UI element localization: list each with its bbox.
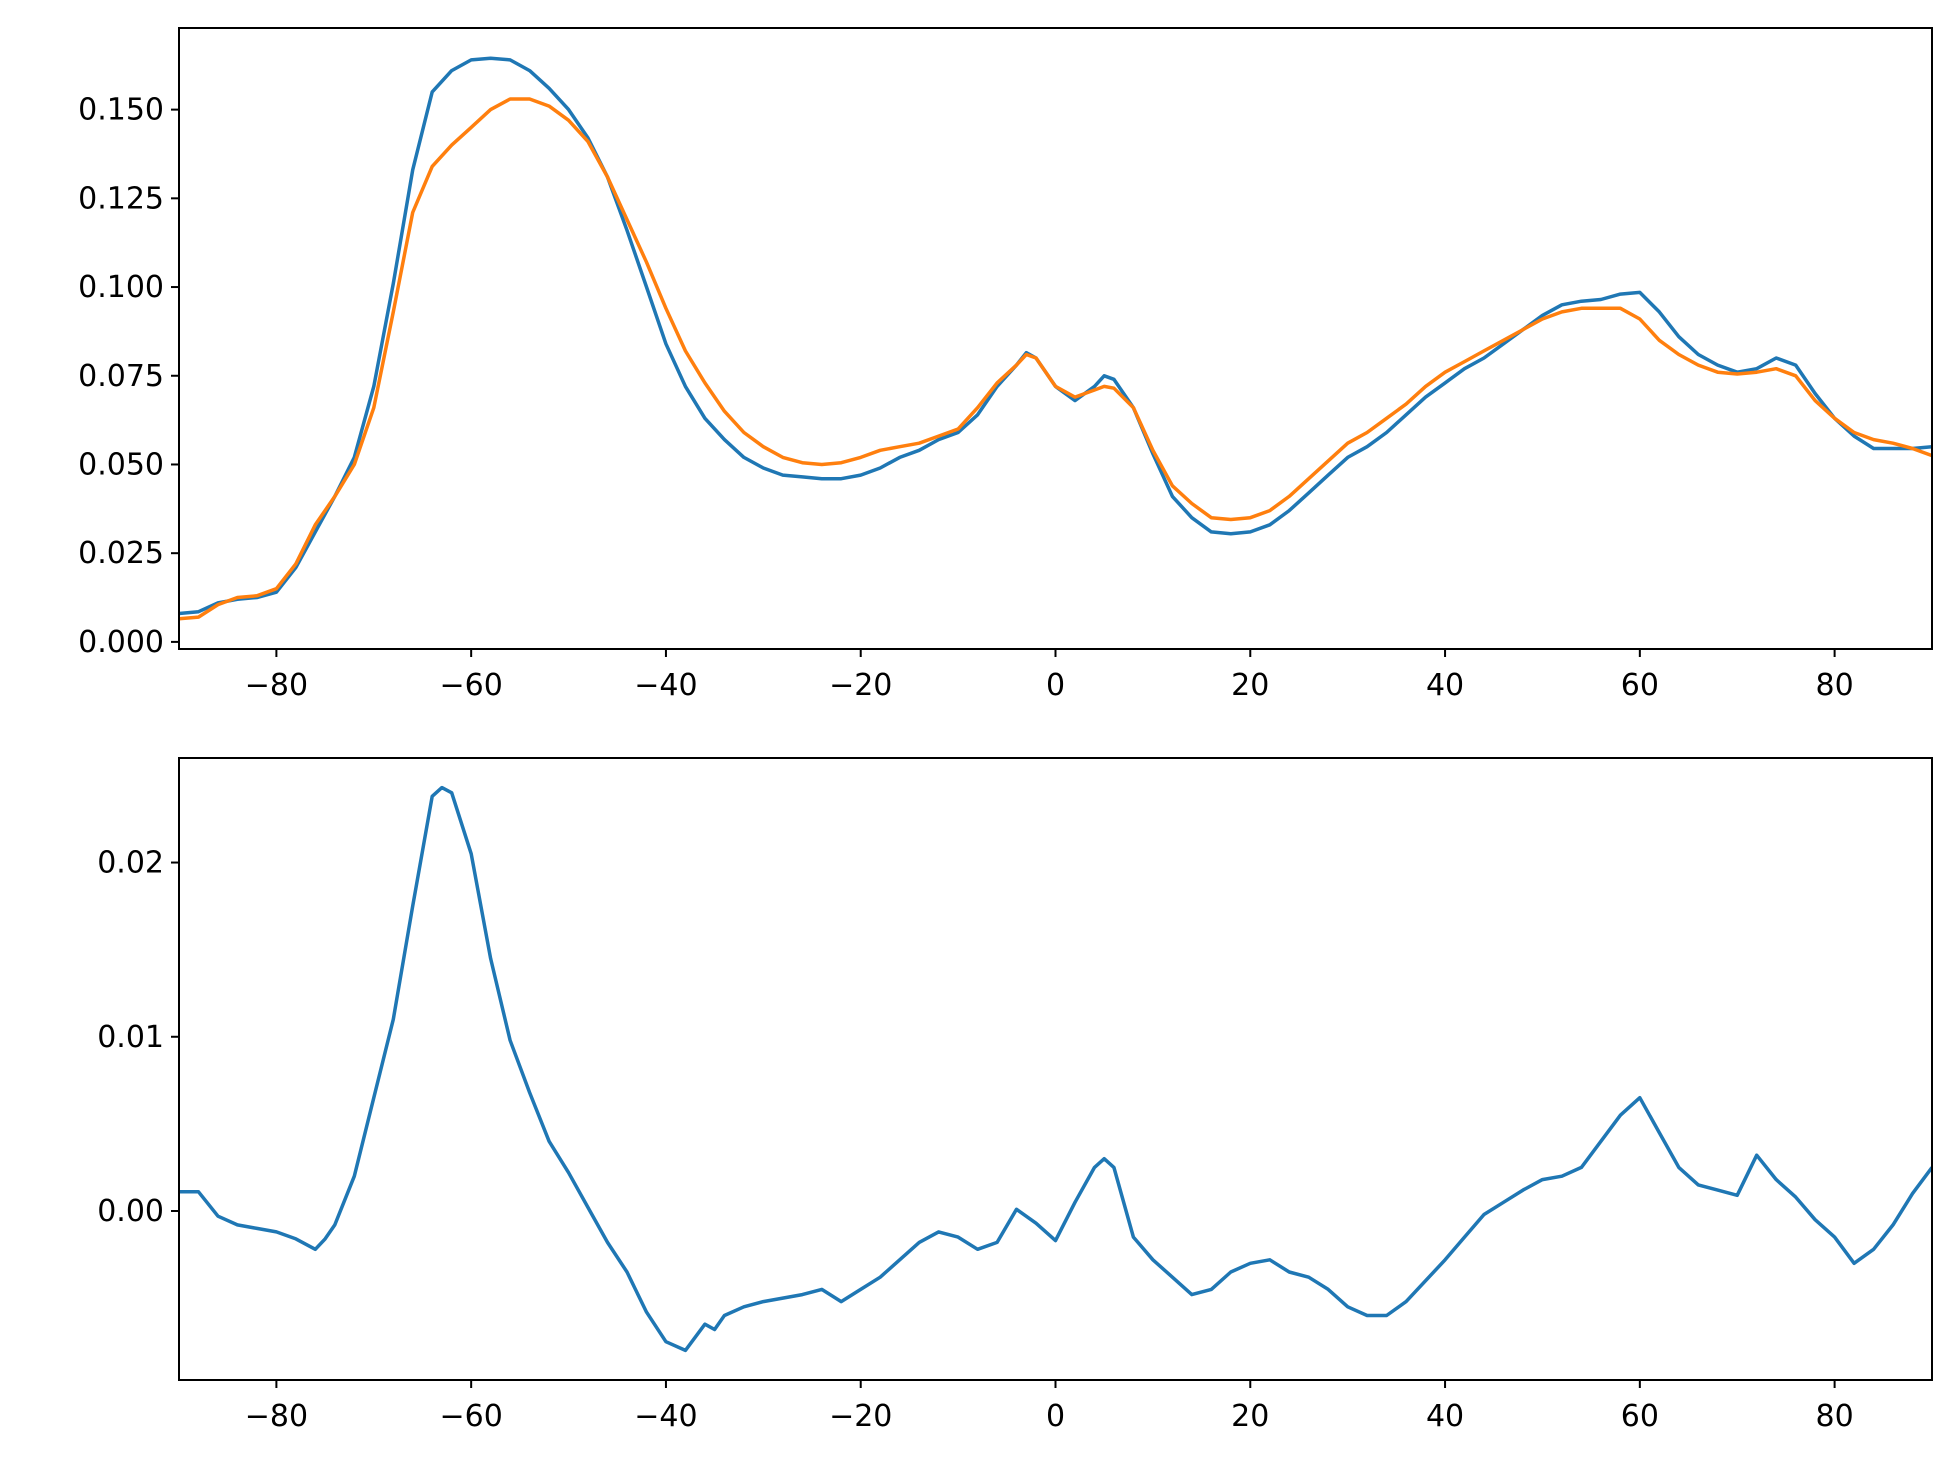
top-x-tick-label: −60 bbox=[440, 668, 503, 703]
bottom-x-tick-label: 40 bbox=[1426, 1399, 1464, 1434]
top-x-tick-label: −20 bbox=[829, 668, 892, 703]
top-series-2-line bbox=[179, 97, 1932, 621]
top-y-tick-label: 0.000 bbox=[78, 625, 164, 660]
top-x-tick-label: 40 bbox=[1426, 668, 1464, 703]
top-axes: −80 −60 −40 −20 0 20 40 60 80 0.0000.0250.0500.0… bbox=[78, 27, 1933, 703]
top-x-tick-label: 20 bbox=[1231, 668, 1269, 703]
top-series-group bbox=[179, 56, 1932, 621]
top-x-tick-label: −40 bbox=[634, 668, 697, 703]
top-y-ticks: 0.000 0.025 0.050 0.075 0.100 0.125 0.150 bbox=[78, 93, 179, 660]
bottom-x-tick-label: −40 bbox=[634, 1399, 697, 1434]
top-x-tick-label: −80 bbox=[245, 668, 308, 703]
top-y-tick-label: 0.100 bbox=[78, 270, 164, 305]
top-y-tick-label: 0.075 bbox=[78, 359, 164, 394]
bottom-x-tick-label: 60 bbox=[1621, 1399, 1659, 1434]
top-axes-frame bbox=[178, 27, 1933, 650]
top-x-tick-label: 80 bbox=[1816, 668, 1854, 703]
bottom-y-tick-label: 0.01 bbox=[97, 1020, 164, 1055]
bottom-x-tick-label: 20 bbox=[1231, 1399, 1269, 1434]
top-x-tick-label: 60 bbox=[1621, 668, 1659, 703]
top-x-tick-label: 0 bbox=[1046, 668, 1065, 703]
top-y-tick-label: 0.050 bbox=[78, 447, 164, 482]
bottom-x-tick-label: −80 bbox=[245, 1399, 308, 1434]
top-y-tick-label: 0.025 bbox=[78, 536, 164, 571]
top-y-tick-label: 0.150 bbox=[78, 93, 164, 128]
bottom-y-ticks: 0.00 0.01 0.02 bbox=[97, 846, 179, 1229]
bottom-axes-frame bbox=[178, 757, 1933, 1381]
bottom-series-1-line bbox=[179, 785, 1932, 1353]
bottom-y-tick-label: 0.02 bbox=[97, 846, 164, 881]
bottom-series-group bbox=[179, 785, 1932, 1353]
top-series-1-line bbox=[179, 56, 1932, 616]
top-y-tick-label: 0.125 bbox=[78, 181, 164, 216]
top-x-ticks: −80 −60 −40 −20 0 20 40 60 80 bbox=[245, 649, 1854, 703]
bottom-x-tick-label: −20 bbox=[829, 1399, 892, 1434]
bottom-x-tick-label: 80 bbox=[1816, 1399, 1854, 1434]
bottom-x-tick-label: 0 bbox=[1046, 1399, 1065, 1434]
bottom-y-tick-label: 0.00 bbox=[97, 1194, 164, 1229]
bottom-axes: −80 −60 −40 −20 0 20 40 60 80 0.00 0.01 0.02 bbox=[97, 757, 1933, 1434]
bottom-x-tick-label: −60 bbox=[440, 1399, 503, 1434]
bottom-x-ticks: −80 −60 −40 −20 0 20 40 60 80 bbox=[245, 1380, 1854, 1434]
